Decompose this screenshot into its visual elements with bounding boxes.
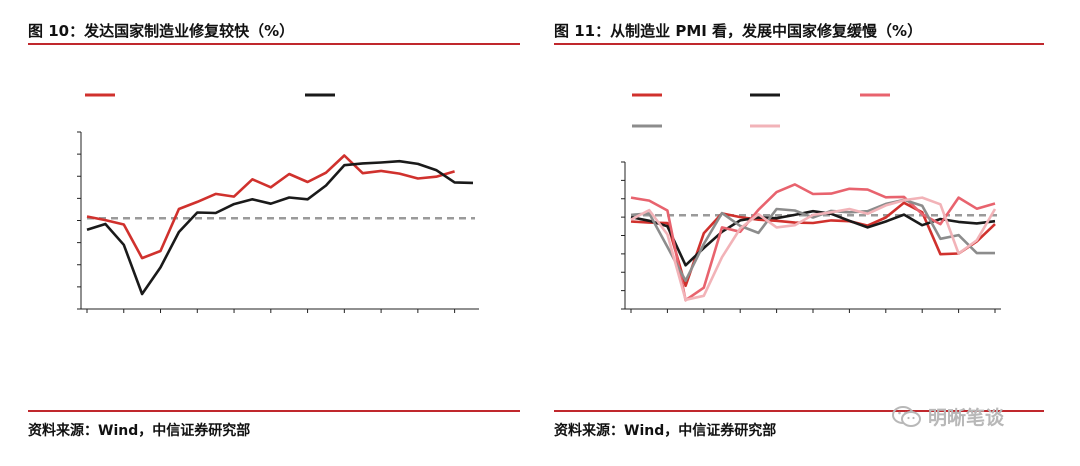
left-figure: 图 10：发达国家制造业修复较快（%） 资料来源：Wind，中信证券研究部: [28, 22, 520, 439]
series-line: [86, 159, 474, 296]
left-figure-title: 图 10：发达国家制造业修复较快（%）: [28, 22, 295, 40]
left-source: 资料来源：Wind，中信证券研究部: [28, 423, 251, 439]
right-source: 资料来源：Wind，中信证券研究部: [554, 423, 777, 439]
right-figure: 图 11：从制造业 PMI 看，发展中国家修复缓慢（%） 资料来源：Wind，中…: [540, 0, 1080, 466]
left-chart: [77, 93, 479, 313]
watermark-text: 明晰笔谈: [928, 407, 1005, 429]
watermark: 明晰笔谈: [892, 403, 1004, 430]
series-line: [630, 196, 997, 302]
left-source-rule: [28, 410, 520, 412]
series-line: [630, 183, 996, 302]
right-title-rule: [554, 43, 1044, 45]
right-source-rule: [554, 410, 1044, 412]
right-chart: [621, 93, 1001, 313]
left-title-rule: [28, 43, 520, 45]
right-figure-title: 图 11：从制造业 PMI 看，发展中国家修复缓慢（%）: [554, 22, 923, 40]
series-line: [86, 154, 455, 260]
series-line: [630, 198, 995, 282]
wechat-icon: [892, 405, 921, 427]
